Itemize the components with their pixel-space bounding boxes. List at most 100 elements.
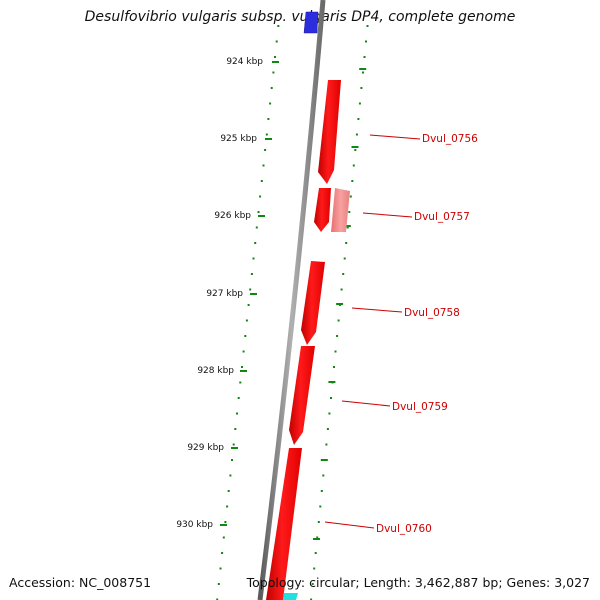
minor-tick (355, 133, 358, 136)
gene-feature-bottom (283, 593, 298, 600)
gene-feature-dvul-0758 (301, 261, 325, 345)
minor-tick (320, 490, 323, 492)
minor-tick (231, 459, 233, 461)
minor-tick (262, 164, 265, 167)
kbp-label: 926 kbp (214, 211, 251, 221)
minor-tick (259, 195, 262, 198)
minor-tick (342, 273, 345, 275)
minor-tick (334, 350, 337, 353)
minor-tick (247, 304, 250, 306)
minor-tick (272, 71, 275, 74)
minor-tick (252, 257, 255, 260)
gene-label-dvul-0758: Dvul_0758 (404, 307, 460, 319)
minor-tick (363, 56, 366, 58)
minor-tick (239, 381, 242, 384)
topology-text: Topology: circular; Length: 3,462,887 bp… (246, 575, 590, 590)
minor-tick (340, 288, 343, 291)
minor-tick (365, 40, 367, 43)
gene-track (266, 11, 350, 600)
minor-tick (345, 242, 348, 244)
minor-tick (349, 195, 352, 198)
gene-feature-top (303, 11, 319, 34)
minor-tick (360, 87, 363, 89)
minor-tick (333, 366, 335, 368)
gene-feature-dvul-0757-reverse (331, 188, 350, 232)
minor-tick (319, 505, 322, 508)
minor-tick (224, 521, 227, 523)
minor-tick (255, 226, 258, 229)
gene-feature-dvul-0759 (289, 346, 315, 445)
minor-tick (346, 226, 349, 229)
minor-tick (274, 56, 276, 58)
gene-feature-dvul-0760 (266, 448, 302, 600)
minor-tick (351, 180, 354, 182)
minor-tick (313, 567, 316, 570)
minor-tick (311, 583, 314, 585)
minor-tick (257, 211, 260, 213)
minor-tick (322, 474, 325, 477)
minor-tick (265, 133, 268, 136)
minor-tick (221, 552, 224, 554)
genome-title: Desulfovibrio vulgaris subsp. vulgaris D… (84, 9, 516, 25)
minor-tick (348, 211, 351, 213)
genome-backbone (257, 0, 326, 600)
minor-tick (244, 335, 247, 337)
minor-tick (229, 474, 232, 477)
minor-tick (260, 180, 263, 182)
minor-tick (254, 242, 257, 244)
minor-tick (242, 350, 245, 353)
minor-tick (314, 552, 317, 554)
minor-tick (337, 319, 340, 322)
kbp-scale: 924 kbp 925 kbp 926 kbp 927 kbp 928 kbp … (176, 57, 279, 530)
minor-tick (330, 397, 332, 399)
minor-tick (245, 319, 248, 322)
gene-labels: Dvul_0756 Dvul_0757 Dvul_0758 Dvul_0759 … (324, 133, 478, 535)
outer-tick-track (310, 25, 369, 600)
minor-tick (270, 87, 273, 89)
minor-tick (264, 149, 267, 151)
gene-label-dvul-0760: Dvul_0760 (376, 523, 432, 535)
minor-tick (234, 428, 237, 430)
minor-tick (362, 71, 364, 74)
kbp-label: 929 kbp (187, 443, 224, 453)
gene-feature-dvul-0757 (314, 188, 331, 232)
minor-tick (241, 366, 243, 368)
minor-tick (357, 118, 360, 120)
minor-tick (216, 598, 219, 600)
minor-tick (267, 118, 270, 120)
kbp-label: 928 kbp (197, 366, 234, 376)
minor-tick (358, 102, 361, 105)
minor-tick (217, 583, 220, 585)
minor-tick (275, 40, 278, 43)
minor-tick (310, 598, 313, 600)
minor-tick (366, 25, 369, 27)
minor-tick (317, 521, 320, 523)
minor-tick (232, 443, 235, 446)
minor-tick (328, 412, 331, 415)
minor-tick (250, 273, 253, 275)
inner-tick-track (216, 25, 280, 600)
minor-tick (269, 102, 272, 105)
kbp-label: 924 kbp (226, 57, 263, 67)
accession-text: Accession: NC_008751 (9, 575, 152, 590)
minor-tick (277, 25, 280, 27)
gene-label-dvul-0757: Dvul_0757 (414, 211, 470, 223)
minor-tick (226, 505, 229, 508)
minor-tick (222, 536, 225, 539)
minor-tick (354, 149, 357, 151)
gene-feature-dvul-0756 (318, 80, 341, 184)
minor-tick (316, 536, 319, 539)
minor-tick (236, 412, 238, 415)
minor-tick (325, 443, 328, 446)
minor-tick (227, 490, 230, 492)
minor-tick (237, 397, 240, 399)
minor-tick (249, 288, 252, 291)
kbp-label: 925 kbp (220, 134, 257, 144)
minor-tick (219, 567, 222, 570)
minor-tick (326, 428, 329, 430)
gene-label-dvul-0756: Dvul_0756 (422, 133, 478, 145)
gene-label-dvul-0759: Dvul_0759 (392, 401, 448, 413)
kbp-label: 927 kbp (206, 289, 243, 299)
minor-tick (352, 164, 355, 167)
